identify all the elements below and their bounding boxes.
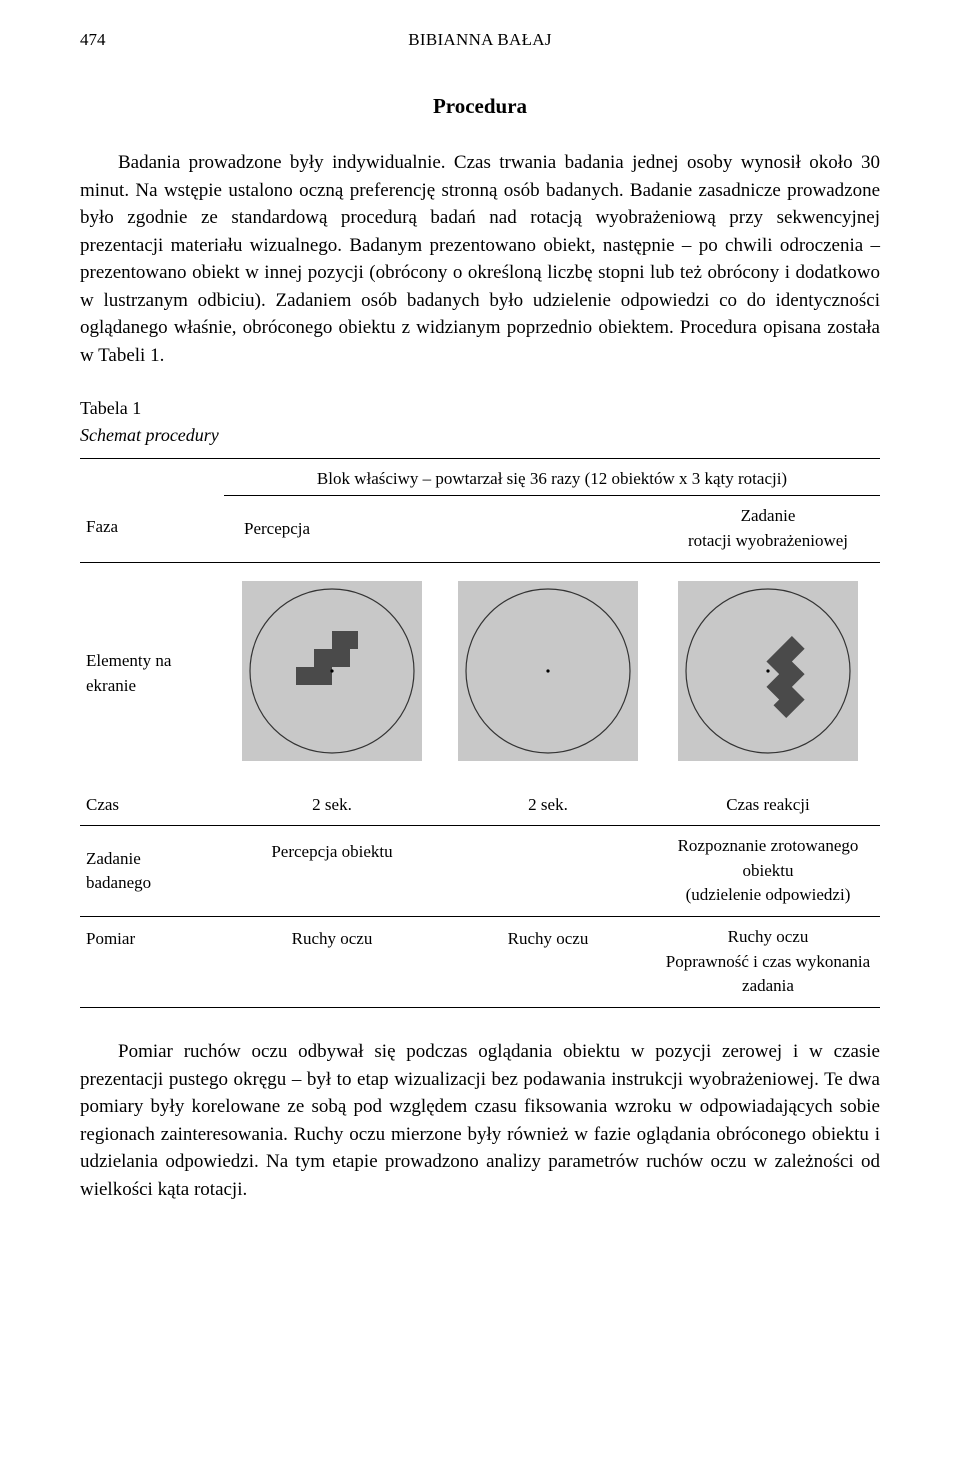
- page-number: 474: [80, 28, 106, 53]
- stimulus-svg-3: [678, 581, 858, 761]
- zadanie-c: Rozpoznanie zrotowanego obiektu (udziele…: [656, 826, 880, 917]
- col-zadanie-line1: Zadanie: [741, 506, 796, 525]
- pomiar-c-line1: Ruchy oczu: [728, 927, 809, 946]
- faza-label: Faza: [80, 458, 224, 562]
- zadanie-a: Percepcja obiektu: [224, 826, 440, 917]
- stimulus-box-2: [458, 581, 638, 761]
- pomiar-c-line3: zadania: [742, 976, 794, 995]
- stimulus-shape-group-3: [748, 636, 830, 718]
- stimulus-shape-1: [296, 631, 358, 685]
- stimulus-shape-3: [748, 636, 830, 718]
- zadanie-c-line3: (udzielenie odpowiedzi): [686, 885, 851, 904]
- zadanie-label-line1: Zadanie: [86, 849, 141, 868]
- row-czas-label: Czas: [80, 785, 224, 826]
- zadanie-label-line2: badanego: [86, 873, 151, 892]
- procedure-table: Faza Blok właściwy – powtarzał się 36 ra…: [80, 458, 880, 1008]
- stimulus-box-1: [242, 581, 422, 761]
- stimulus-cell-1: [224, 562, 440, 785]
- table-caption: Tabela 1 Schemat procedury: [80, 395, 880, 447]
- stimulus-dot-1: [330, 669, 333, 672]
- czas-a: 2 sek.: [224, 785, 440, 826]
- zadanie-c-line1: Rozpoznanie zrotowanego: [678, 836, 859, 855]
- stimulus-dot-2: [546, 669, 549, 672]
- section-title: Procedura: [80, 91, 880, 121]
- stimulus-box-3: [678, 581, 858, 761]
- page-header: 474 BIBIANNA BAŁAJ 474: [80, 28, 880, 53]
- row-elementy-label: Elementy na ekranie: [80, 562, 224, 785]
- row-zadanie-label: Zadanie badanego: [80, 826, 224, 917]
- table-caption-number: Tabela 1: [80, 395, 880, 421]
- pomiar-a: Ruchy oczu: [224, 917, 440, 1008]
- body-paragraph-1: Badania prowadzone były indywidualnie. C…: [80, 149, 880, 369]
- row-pomiar-label: Pomiar: [80, 917, 224, 1008]
- table-caption-title: Schemat procedury: [80, 422, 880, 448]
- stimulus-cell-2: [440, 562, 656, 785]
- czas-b: 2 sek.: [440, 785, 656, 826]
- pomiar-b: Ruchy oczu: [440, 917, 656, 1008]
- col-zadanie: Zadanie rotacji wyobrażeniowej: [656, 496, 880, 562]
- pomiar-c-line2: Poprawność i czas wykonania: [666, 952, 870, 971]
- col-empty: [440, 496, 656, 562]
- body-paragraph-2: Pomiar ruchów oczu odbywał się podczas o…: [80, 1038, 880, 1203]
- table-header-span: Blok właściwy – powtarzał się 36 razy (1…: [224, 458, 880, 496]
- pomiar-c: Ruchy oczu Poprawność i czas wykonania z…: [656, 917, 880, 1008]
- czas-c: Czas reakcji: [656, 785, 880, 826]
- zadanie-b: [440, 826, 656, 917]
- stimulus-dot-3: [766, 669, 769, 672]
- col-percepcja: Percepcja: [224, 496, 440, 562]
- zadanie-c-line2: obiektu: [743, 861, 794, 880]
- col-zadanie-line2: rotacji wyobrażeniowej: [688, 531, 848, 550]
- stimulus-cell-3: [656, 562, 880, 785]
- stimulus-svg-1: [242, 581, 422, 761]
- stimulus-svg-2: [458, 581, 638, 761]
- author-name: BIBIANNA BAŁAJ: [408, 28, 552, 53]
